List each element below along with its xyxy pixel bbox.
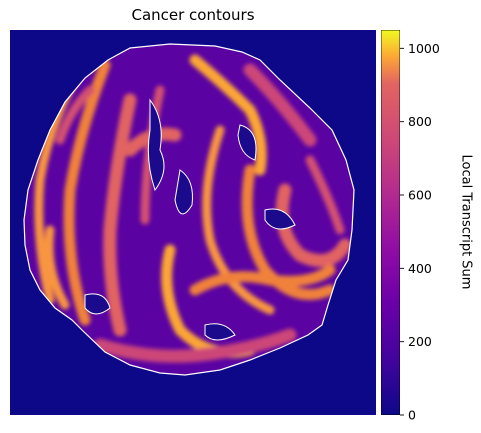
density-stripe [202,125,275,315]
colorbar-tick-label: 1000 [408,41,440,56]
colorbar-gradient [381,30,400,415]
inner-contour [174,169,193,215]
inner-contour [237,124,257,161]
inner-contour [84,293,111,315]
inner-contour [264,208,296,230]
density-stripe [93,328,297,363]
density-stripe [305,155,345,235]
density-stripe [189,264,336,296]
density-stripe [44,225,70,310]
density-stripe [63,59,111,326]
colorbar-tick-label: 400 [408,261,432,276]
colorbar-ticks: 0 200 400 600 800 1000 [400,41,440,423]
density-stripes [34,54,352,363]
colorbar-tick-label: 600 [408,188,432,203]
colorbar [381,30,400,415]
chart-title: Cancer contours [131,6,255,24]
density-stripe [55,85,95,145]
colorbar-tick-label: 800 [408,114,432,129]
colorbar-tick-label: 0 [408,408,416,423]
density-stripe [189,54,267,176]
inner-contour [147,98,165,192]
density-stripe [241,164,336,300]
density-stripe [243,63,317,147]
density-stripe [103,93,137,337]
colorbar-tick-label: 200 [408,334,432,349]
inner-contours [84,98,296,341]
heatmap-plot [10,30,376,415]
colorbar-label: Local Transcript Sum [458,154,474,290]
inner-contour [204,323,236,341]
